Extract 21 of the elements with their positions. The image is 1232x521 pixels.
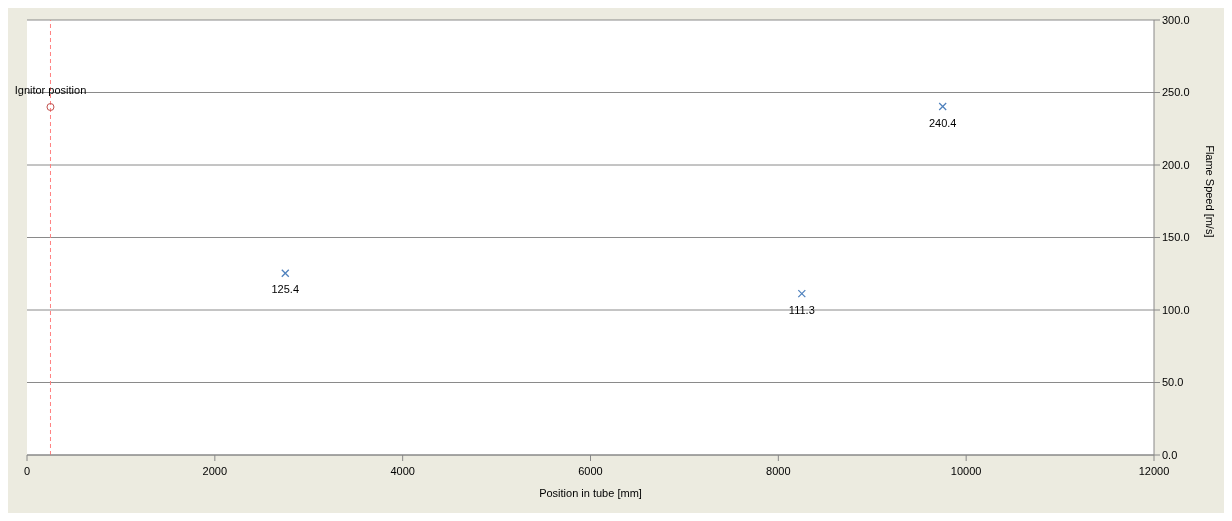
x-tick-label: 12000 — [1138, 465, 1170, 477]
x-tick-label: 0 — [23, 465, 31, 477]
y2-tick-label: 300.0 — [1162, 13, 1190, 26]
y2-tick-label: 50.0 — [1162, 376, 1184, 389]
x-tick-label: 8000 — [766, 465, 791, 477]
ref-line-label: Ignitor position — [14, 83, 87, 96]
data-label: 125.4 — [271, 283, 300, 296]
point — [46, 103, 55, 111]
data-label: 111.3 — [788, 303, 815, 316]
x-tick-label: 4000 — [390, 465, 415, 477]
y2-tick-label: 0.0 — [1162, 448, 1178, 461]
x-tick-label: 6000 — [578, 465, 603, 477]
y2-tick-label: 100.0 — [1162, 303, 1190, 316]
data-label: 240.4 — [928, 116, 957, 129]
x-tick-label: 10000 — [950, 465, 982, 477]
y2-tick-label: 200.0 — [1162, 158, 1190, 171]
y2-tick-label: 150.0 — [1162, 231, 1190, 244]
y2-axis-title: Flame Speed [m/s] — [1204, 145, 1217, 238]
x-axis-title: Position in tube [mm] — [539, 487, 642, 499]
x-tick-label: 2000 — [202, 465, 228, 477]
y2-tick-label: 250.0 — [1162, 86, 1190, 99]
